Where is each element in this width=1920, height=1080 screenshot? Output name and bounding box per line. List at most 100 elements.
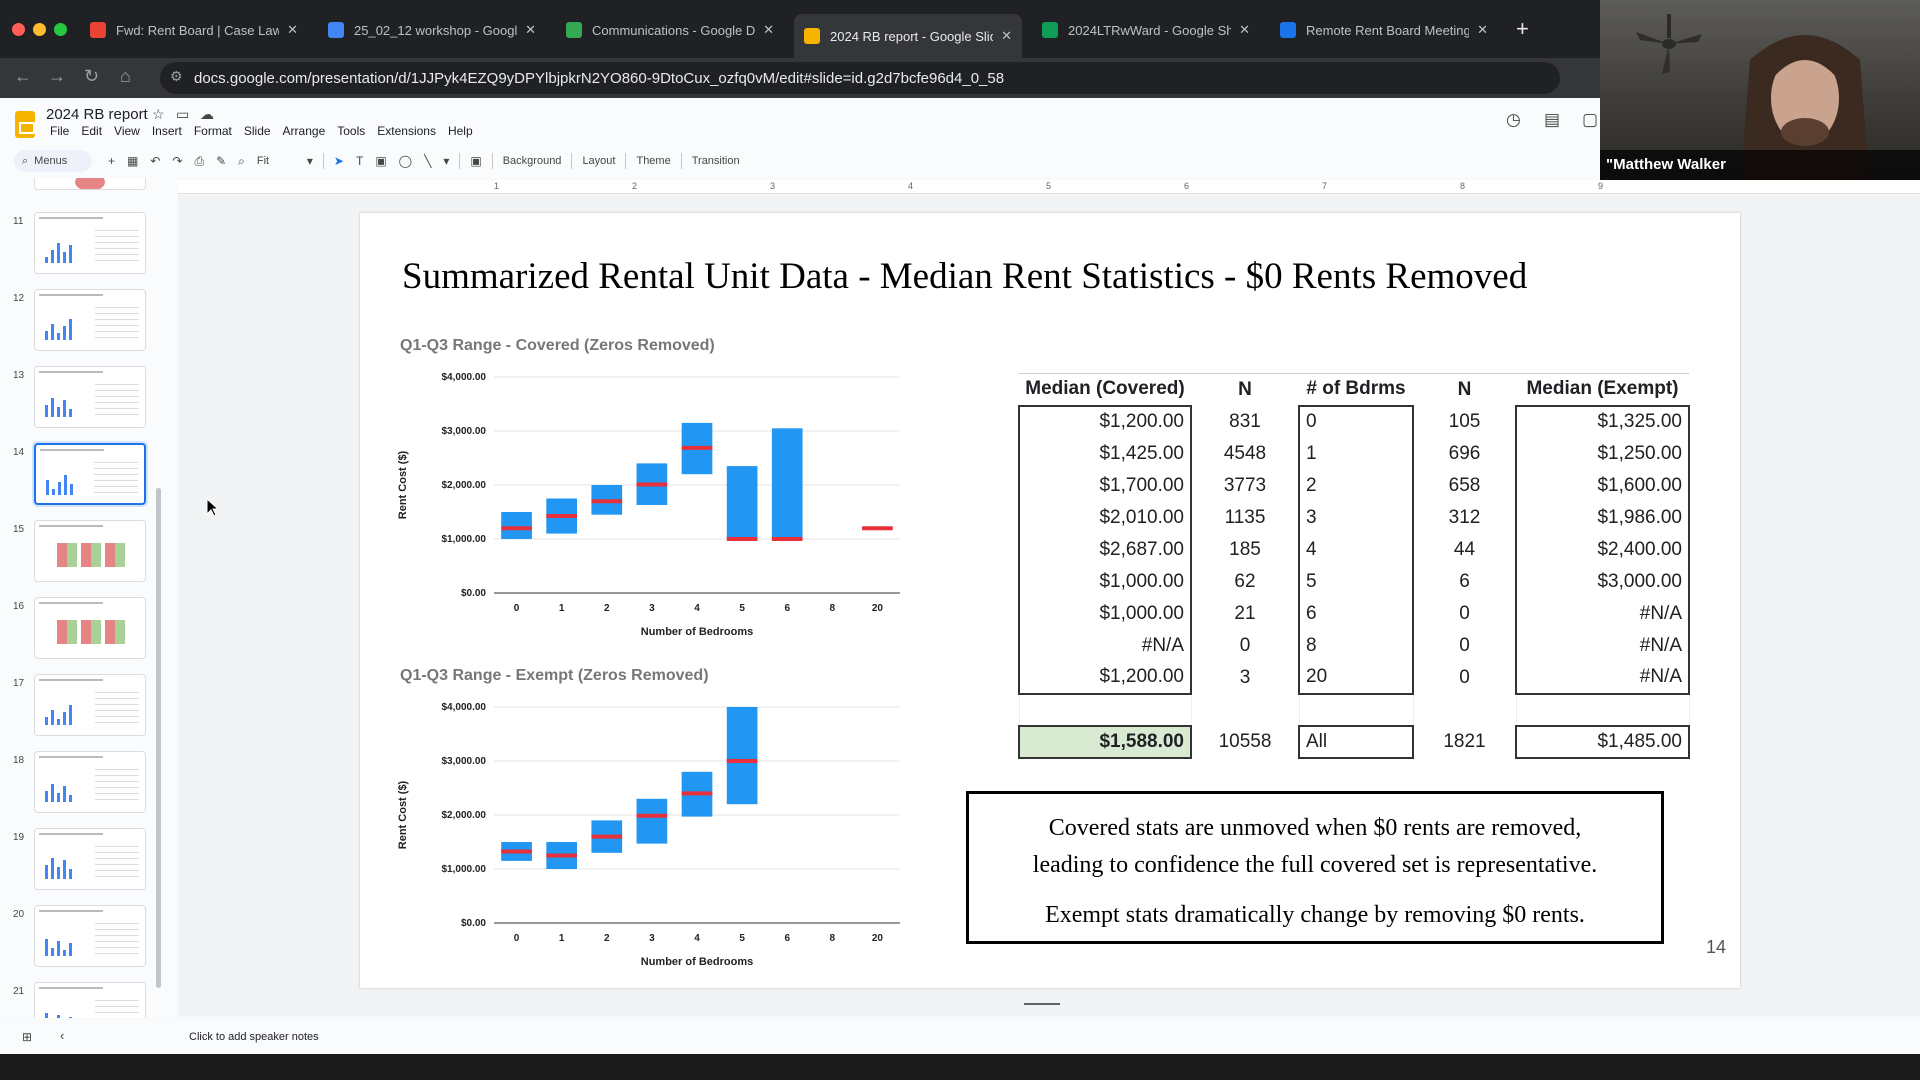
table-cell[interactable]: $1,200.00 bbox=[1018, 404, 1192, 438]
slide-thumbnail-15[interactable]: 15 bbox=[0, 520, 178, 586]
background-button[interactable]: Background bbox=[502, 155, 562, 167]
browser-tab[interactable]: Remote Rent Board Meeting ✕ bbox=[1270, 14, 1498, 46]
close-tab-icon[interactable]: ✕ bbox=[763, 22, 774, 37]
move-folder-icon[interactable]: ▭ bbox=[176, 106, 190, 122]
grid-view-icon[interactable]: ⊞ bbox=[22, 1030, 33, 1044]
slide-thumbnail-10[interactable] bbox=[0, 178, 178, 194]
slide-thumbnail-14[interactable]: 14 bbox=[0, 443, 178, 509]
table-cell[interactable]: $2,010.00 bbox=[1018, 501, 1192, 534]
new-tab-button[interactable]: + bbox=[1516, 16, 1529, 41]
table-cell[interactable]: 62 bbox=[1234, 570, 1256, 592]
new-slide-icon[interactable]: + bbox=[108, 154, 116, 168]
conclusion-box[interactable]: Covered stats are unmoved when $0 rents … bbox=[966, 791, 1664, 944]
table-cell[interactable]: 658 bbox=[1448, 474, 1481, 496]
comments-icon[interactable]: ▤ bbox=[1544, 110, 1561, 129]
undo-icon[interactable]: ↶ bbox=[150, 154, 161, 168]
browser-tab[interactable]: 2024 RB report - Google Slid ✕ bbox=[794, 14, 1022, 58]
table-cell[interactable]: 4548 bbox=[1223, 442, 1267, 464]
browser-tab[interactable]: 2024LTRwWard - Google She ✕ bbox=[1032, 14, 1260, 46]
table-cell[interactable]: $1,325.00 bbox=[1515, 404, 1690, 438]
median-rent-table[interactable]: Median (Covered) N # of Bdrms N Median (Exem… bbox=[1018, 373, 1690, 759]
zoom-select[interactable]: Fit bbox=[256, 155, 270, 167]
table-cell[interactable]: 44 bbox=[1453, 538, 1476, 560]
slide-thumbnail-17[interactable]: 17 bbox=[0, 674, 178, 740]
table-cell[interactable]: #N/A bbox=[1018, 629, 1192, 662]
shape-icon[interactable]: ◯ bbox=[398, 154, 413, 168]
table-cell[interactable]: 1135 bbox=[1224, 506, 1266, 528]
menu-item[interactable]: Format bbox=[193, 124, 232, 138]
print-icon[interactable]: ⎙ bbox=[194, 153, 205, 168]
iqr-box[interactable] bbox=[771, 428, 803, 539]
forward-icon[interactable]: → bbox=[48, 66, 66, 86]
table-cell[interactable]: $2,400.00 bbox=[1515, 533, 1690, 566]
table-cell[interactable]: #N/A bbox=[1515, 629, 1690, 662]
slide-thumbnail-19[interactable]: 19 bbox=[0, 828, 178, 894]
table-cell[interactable]: 0 bbox=[1239, 634, 1251, 656]
table-cell[interactable]: 4 bbox=[1298, 533, 1414, 566]
table-cell[interactable]: 0 bbox=[1298, 404, 1414, 438]
document-title[interactable]: 2024 RB report bbox=[46, 106, 148, 123]
table-cell[interactable]: 3773 bbox=[1223, 474, 1267, 496]
menu-item[interactable]: Arrange bbox=[282, 124, 326, 138]
iqr-box[interactable] bbox=[726, 466, 758, 539]
chart-covered[interactable]: $0.00 $1,000.00 $2,000.00 $3,000.00 $4,000.0… bbox=[394, 363, 914, 653]
table-cell[interactable]: #N/A bbox=[1515, 597, 1690, 630]
close-tab-icon[interactable]: ✕ bbox=[1001, 28, 1012, 43]
table-cell[interactable]: $2,687.00 bbox=[1018, 533, 1192, 566]
table-cell[interactable]: 831 bbox=[1229, 410, 1261, 432]
close-tab-icon[interactable]: ✕ bbox=[1477, 22, 1488, 37]
chevron-down-icon[interactable]: ▾ bbox=[306, 154, 313, 168]
total-cell[interactable]: $1,485.00 bbox=[1515, 724, 1690, 759]
notes-resize-handle[interactable] bbox=[1024, 1003, 1060, 1005]
slide-thumbnail-21[interactable]: 21 bbox=[0, 982, 178, 1018]
table-cell[interactable]: $1,425.00 bbox=[1018, 437, 1192, 470]
table-cell[interactable]: 185 bbox=[1229, 538, 1261, 560]
slide-thumbnail-13[interactable]: 13 bbox=[0, 366, 178, 432]
maximize-window-button[interactable] bbox=[54, 23, 67, 36]
chevron-down-icon[interactable]: ▾ bbox=[443, 154, 450, 168]
table-cell[interactable]: $1,000.00 bbox=[1018, 597, 1192, 630]
layout-button[interactable]: Layout bbox=[582, 155, 616, 167]
table-cell[interactable]: 21 bbox=[1234, 602, 1256, 624]
table-cell[interactable]: $1,200.00 bbox=[1018, 661, 1192, 695]
table-cell[interactable]: 2 bbox=[1298, 469, 1414, 502]
slide-thumbnail-12[interactable]: 12 bbox=[0, 289, 178, 355]
reload-icon[interactable]: ↻ bbox=[84, 66, 100, 86]
chart-exempt[interactable]: $0.00 $1,000.00 $2,000.00 $3,000.00 $4,000.0… bbox=[394, 693, 914, 983]
close-tab-icon[interactable]: ✕ bbox=[1239, 22, 1250, 37]
menu-item[interactable]: Slide bbox=[243, 124, 271, 138]
text-box-icon[interactable]: T bbox=[355, 154, 364, 168]
table-cell[interactable]: 1 bbox=[1298, 437, 1414, 470]
version-history-icon[interactable]: ◷ bbox=[1506, 110, 1521, 129]
total-cell[interactable]: $1,588.00 bbox=[1018, 724, 1192, 759]
table-cell[interactable]: $3,000.00 bbox=[1515, 565, 1690, 598]
back-icon[interactable]: ← bbox=[14, 66, 32, 86]
menus-search[interactable]: ⌕ Menus bbox=[14, 150, 92, 172]
table-cell[interactable]: $1,000.00 bbox=[1018, 565, 1192, 598]
slide-thumbnail-16[interactable]: 16 bbox=[0, 597, 178, 663]
browser-tab[interactable]: 25_02_12 workshop - Google ✕ bbox=[318, 14, 546, 46]
zoom-icon[interactable]: ⌕ bbox=[238, 153, 245, 168]
iqr-box[interactable] bbox=[636, 798, 668, 844]
speaker-notes[interactable]: Click to add speaker notes bbox=[178, 1020, 1920, 1054]
table-cell[interactable]: 312 bbox=[1448, 506, 1481, 528]
select-tool-icon[interactable]: ➤ bbox=[333, 154, 344, 168]
horizontal-ruler[interactable]: 1 2 3 4 5 6 7 8 9 bbox=[178, 180, 1920, 194]
menu-item[interactable]: Edit bbox=[81, 124, 103, 138]
total-cell[interactable]: 1821 bbox=[1443, 730, 1486, 752]
menu-item[interactable]: Insert bbox=[151, 124, 182, 138]
meet-icon[interactable]: ▢ bbox=[1582, 110, 1599, 129]
star-icon[interactable]: ☆ bbox=[152, 106, 165, 122]
paint-format-icon[interactable]: ✎ bbox=[216, 154, 227, 168]
menu-item[interactable]: Extensions bbox=[377, 124, 436, 138]
table-cell[interactable]: 0 bbox=[1459, 602, 1470, 624]
slide[interactable]: Summarized Rental Unit Data - Median Ren… bbox=[360, 213, 1740, 988]
table-cell[interactable]: $1,600.00 bbox=[1515, 469, 1690, 502]
table-cell[interactable]: 6 bbox=[1459, 570, 1470, 592]
line-icon[interactable]: ╲ bbox=[424, 154, 432, 168]
total-cell[interactable]: All bbox=[1298, 724, 1414, 759]
minimize-window-button[interactable] bbox=[33, 23, 46, 36]
slide-title[interactable]: Summarized Rental Unit Data - Median Ren… bbox=[402, 256, 1528, 297]
insert-comment-icon[interactable]: ▣ bbox=[470, 154, 482, 168]
transition-button[interactable]: Transition bbox=[691, 155, 740, 167]
